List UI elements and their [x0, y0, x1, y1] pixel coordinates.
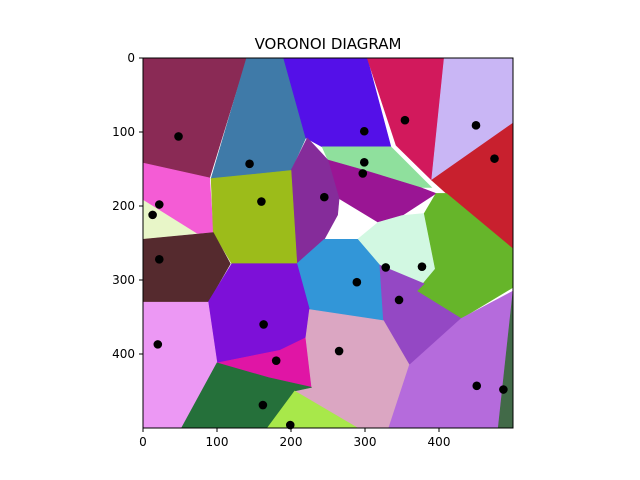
x-tick-label: 200 [280, 435, 303, 449]
seed-point-19 [153, 340, 163, 349]
chart-title: VORONOI DIAGRAM [255, 35, 402, 53]
voronoi-cell-11 [143, 199, 198, 240]
seed-point-17 [394, 295, 404, 305]
voronoi-cell-21 [293, 309, 410, 428]
seed-points [148, 115, 508, 430]
x-tick-label: 0 [139, 435, 147, 449]
seed-point-24 [258, 400, 268, 410]
voronoi-cell-25 [497, 291, 513, 428]
y-tick-label: 100 [112, 125, 135, 139]
y-tick-label: 0 [127, 51, 135, 65]
y-tick-label: 400 [112, 347, 135, 361]
x-axis: 0 100 200 300 400 [139, 428, 450, 449]
seed-point-15 [417, 262, 427, 271]
voronoi-cells [143, 58, 513, 428]
seed-point-6 [154, 254, 164, 264]
voronoi-cell-5 [431, 58, 513, 181]
seed-point-23 [499, 385, 508, 394]
seed-point-11 [359, 158, 369, 167]
seed-point-3 [257, 197, 266, 206]
seed-point-14 [381, 263, 391, 272]
x-tick-label: 400 [428, 435, 451, 449]
x-tick-label: 100 [206, 435, 229, 449]
seed-point-16 [352, 277, 362, 287]
seed-point-4 [154, 200, 164, 209]
voronoi-cell-12 [210, 170, 298, 265]
seed-point-22 [472, 381, 482, 391]
seed-point-8 [400, 115, 410, 125]
voronoi-cell-10 [143, 162, 214, 234]
x-tick-label: 300 [354, 435, 377, 449]
y-tick-label: 300 [112, 273, 135, 287]
seed-point-9 [471, 121, 481, 130]
seed-point-7 [359, 126, 369, 136]
voronoi-cell-2 [210, 58, 307, 179]
seed-point-25 [285, 420, 295, 430]
seed-point-13 [320, 192, 329, 202]
y-axis: 0 100 200 300 400 [112, 51, 143, 361]
seed-point-1 [174, 132, 183, 141]
seed-point-5 [148, 210, 157, 220]
voronoi-cell-15 [143, 232, 231, 303]
y-tick-label: 200 [112, 199, 135, 213]
seed-point-10 [490, 154, 499, 163]
seed-point-12 [358, 169, 368, 178]
voronoi-cell-8 [327, 159, 437, 223]
plot-frame [142, 57, 514, 429]
seed-point-2 [245, 159, 254, 169]
seed-point-18 [259, 320, 268, 329]
voronoi-cell-24 [266, 390, 359, 428]
seed-point-20 [334, 346, 344, 356]
seed-point-21 [271, 356, 281, 365]
